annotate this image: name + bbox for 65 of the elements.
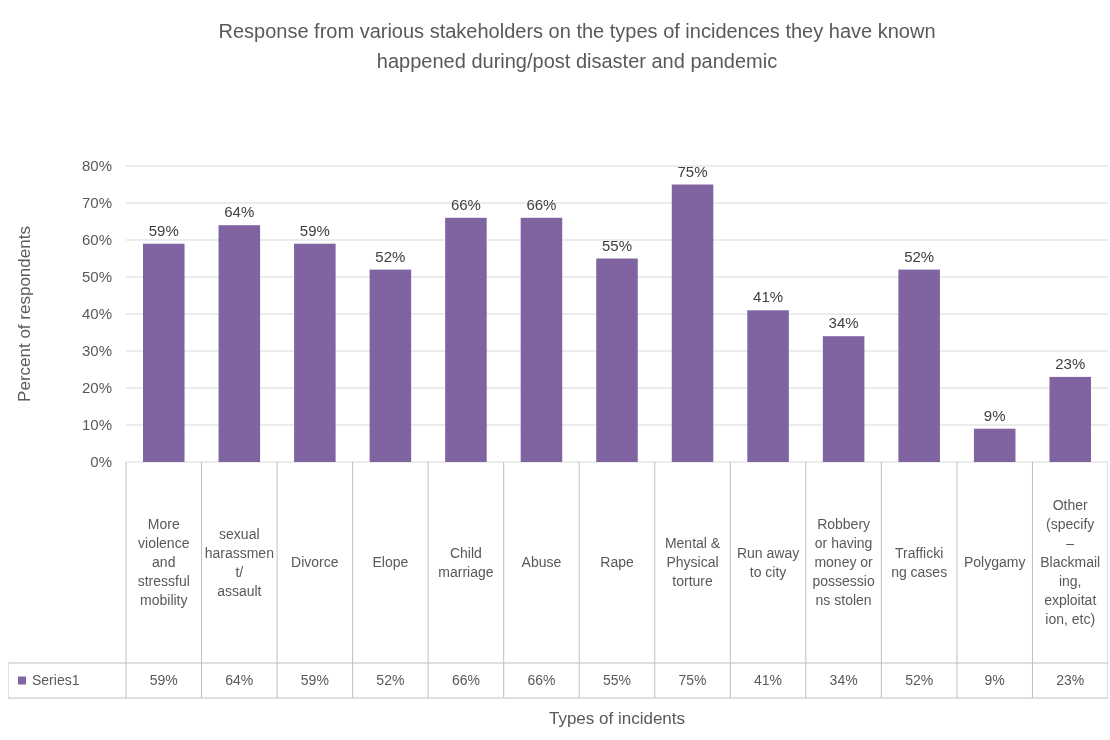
- text: 23%: [1055, 354, 1086, 372]
- x-tick-label: sexual harassment/ assault: [204, 525, 274, 599]
- y-tick-label: 80%: [81, 157, 112, 175]
- bar: [143, 243, 185, 462]
- data-label: 52%: [376, 672, 405, 689]
- bar: [671, 184, 714, 462]
- bar: [369, 269, 412, 462]
- data-label: 41%: [754, 672, 783, 689]
- text: 9%: [983, 406, 1006, 424]
- x-tick-label: Robbery or having money or possessions stolen: [812, 516, 875, 609]
- x-tick-label: More violence and stressful mobility: [137, 516, 190, 609]
- data-label: 9%: [984, 672, 1005, 689]
- legend-label: Series1: [32, 672, 80, 689]
- x-tick-label: Child marriage: [438, 544, 494, 580]
- y-tick-label: 30%: [81, 342, 112, 360]
- bar: [898, 269, 940, 462]
- y-tick-label: 60%: [81, 231, 112, 249]
- x-tick-label: Divorce: [291, 554, 339, 571]
- y-tick-label: 50%: [81, 268, 112, 286]
- x-tick-label: Abuse: [521, 554, 562, 571]
- data-label: 23%: [1056, 672, 1085, 689]
- bar: [596, 258, 638, 462]
- x-tick-label: Polygamy: [963, 554, 1026, 571]
- text: 34%: [828, 314, 859, 332]
- x-axis-title: Types of incidents: [548, 709, 686, 728]
- bar: [520, 217, 563, 462]
- bar: [747, 310, 789, 462]
- bar: [822, 336, 865, 462]
- y-tick-label: 10%: [81, 416, 112, 434]
- x-tick-label: Other (specify – Blackmailing, exploitation, etc): [1040, 497, 1101, 628]
- data-label: 59%: [149, 672, 178, 689]
- data-label: 34%: [829, 672, 858, 689]
- data-label: 55%: [602, 672, 632, 689]
- data-label: 66%: [527, 672, 556, 689]
- bar: [1049, 376, 1092, 462]
- text: 59%: [148, 221, 179, 239]
- bar: [294, 243, 336, 462]
- x-tick-label: Elope: [372, 554, 409, 571]
- text: 41%: [753, 288, 784, 306]
- data-label: 75%: [678, 672, 707, 689]
- y-tick-label: 40%: [81, 305, 112, 323]
- text: 52%: [375, 247, 406, 265]
- x-tick-label: Mental & Physical torture: [664, 535, 721, 590]
- y-tick-label: 20%: [81, 379, 112, 397]
- bar: [973, 428, 1016, 462]
- data-label: 64%: [225, 672, 254, 689]
- y-axis-title: Percent of respondents: [15, 226, 34, 402]
- y-tick-label: 0%: [90, 453, 112, 471]
- text: 52%: [904, 247, 935, 265]
- chart-title: Response from various stakeholders on the types of incidences they have known happened during/post disaster and pandemic: [218, 20, 936, 72]
- x-tick-label: Run away to city: [736, 544, 800, 580]
- bar: [218, 225, 261, 462]
- text: 75%: [677, 162, 708, 180]
- bar: [445, 217, 487, 462]
- data-label: 52%: [905, 672, 934, 689]
- text: 59%: [299, 221, 330, 239]
- x-tick-label: Rape: [600, 554, 634, 571]
- y-tick-label: 70%: [81, 194, 112, 212]
- text: 55%: [601, 236, 633, 254]
- x-tick-label: Trafficking cases: [891, 544, 948, 580]
- data-label: 66%: [451, 672, 480, 689]
- data-label: 59%: [300, 672, 329, 689]
- text: 66%: [450, 195, 481, 213]
- text: 64%: [224, 203, 255, 221]
- text: 66%: [526, 195, 557, 213]
